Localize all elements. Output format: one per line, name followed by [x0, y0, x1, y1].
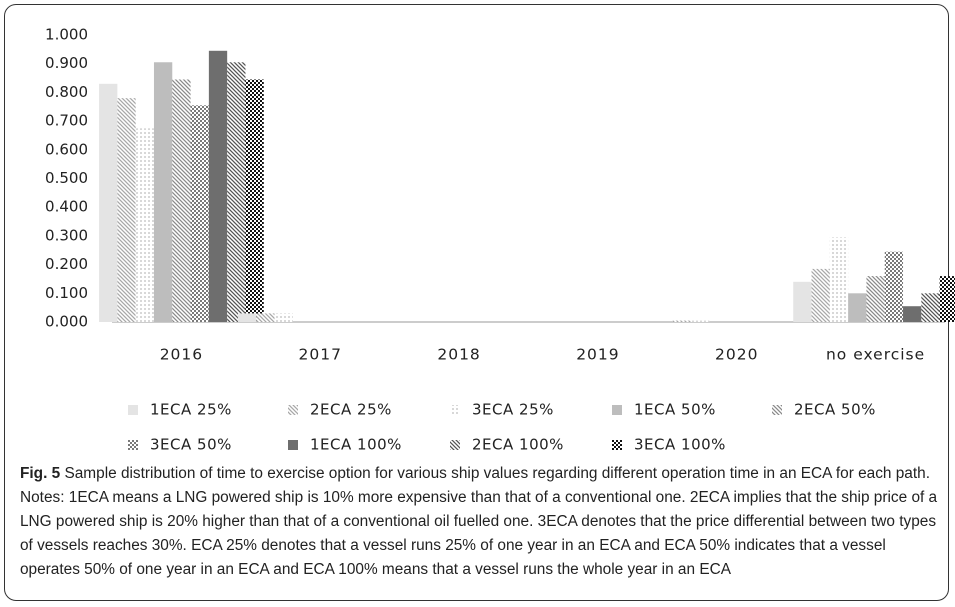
- y-tick-label: 0.000: [45, 313, 88, 331]
- x-tick-label: 2017: [299, 346, 342, 364]
- y-tick-label: 0.400: [45, 198, 88, 216]
- y-tick-label: 0.800: [45, 83, 88, 101]
- y-tick-label: 0.100: [45, 284, 88, 302]
- y-tick-label: 1.000: [45, 26, 88, 44]
- legend-swatch: [288, 405, 298, 415]
- y-tick-label: 0.700: [45, 112, 88, 130]
- bar: [153, 62, 173, 322]
- legend-label: 3ECA 50%: [150, 436, 232, 454]
- bar: [208, 50, 228, 322]
- bar: [190, 105, 209, 322]
- caption-label: Fig. 5: [20, 465, 61, 482]
- bar: [939, 276, 955, 322]
- chart: 0.000 0.100 0.200 0.300 0.400 0.500 0.600 0.700…: [45, 26, 955, 454]
- legend-swatch: [612, 440, 622, 450]
- bar: [274, 313, 293, 322]
- x-tick-label: 2016: [160, 346, 203, 364]
- y-tick-label: 0.200: [45, 255, 88, 273]
- bar: [227, 62, 246, 322]
- x-tick-label: 2020: [715, 346, 758, 364]
- bar: [135, 128, 154, 322]
- legend-swatch: [288, 440, 298, 450]
- legend-swatch: [450, 440, 460, 450]
- legend-swatch: [772, 405, 782, 415]
- legend-swatch: [128, 440, 138, 450]
- y-tick-label: 0.900: [45, 54, 88, 72]
- bar: [117, 98, 136, 322]
- legend-label: 1ECA 50%: [634, 401, 716, 419]
- bar: [829, 237, 849, 322]
- bar: [245, 79, 264, 322]
- legend-swatch: [128, 405, 138, 415]
- x-tick-label: 2019: [576, 346, 619, 364]
- legend-label: 2ECA 25%: [310, 401, 392, 419]
- x-tick-label: no exercise: [826, 346, 925, 364]
- bar: [866, 276, 885, 322]
- y-tick-label: 0.500: [45, 169, 88, 187]
- legend-label: 2ECA 100%: [472, 436, 564, 454]
- bar: [237, 313, 257, 322]
- y-tick-label: 0.300: [45, 226, 88, 244]
- y-tick-label: 0.600: [45, 140, 88, 158]
- bar: [672, 320, 691, 322]
- legend-swatch: [612, 405, 622, 415]
- caption-text: Sample distribution of time to exercise …: [20, 465, 938, 578]
- legend-label: 1ECA 100%: [310, 436, 402, 454]
- caption: Fig. 5 Sample distribution of time to ex…: [20, 462, 942, 582]
- bar: [921, 293, 940, 322]
- legend-swatch: [450, 405, 460, 415]
- bar: [848, 293, 867, 322]
- bar: [811, 268, 830, 322]
- legend-label: 2ECA 50%: [794, 401, 876, 419]
- legend-label: 3ECA 100%: [634, 436, 726, 454]
- legend-label: 1ECA 25%: [150, 401, 232, 419]
- bar: [793, 281, 812, 322]
- bar: [172, 79, 191, 322]
- bar: [884, 251, 904, 322]
- bar: [691, 320, 710, 322]
- bar: [903, 306, 922, 322]
- bar: [256, 313, 275, 322]
- x-tick-label: 2018: [437, 346, 480, 364]
- legend-label: 3ECA 25%: [472, 401, 554, 419]
- bar: [99, 83, 118, 322]
